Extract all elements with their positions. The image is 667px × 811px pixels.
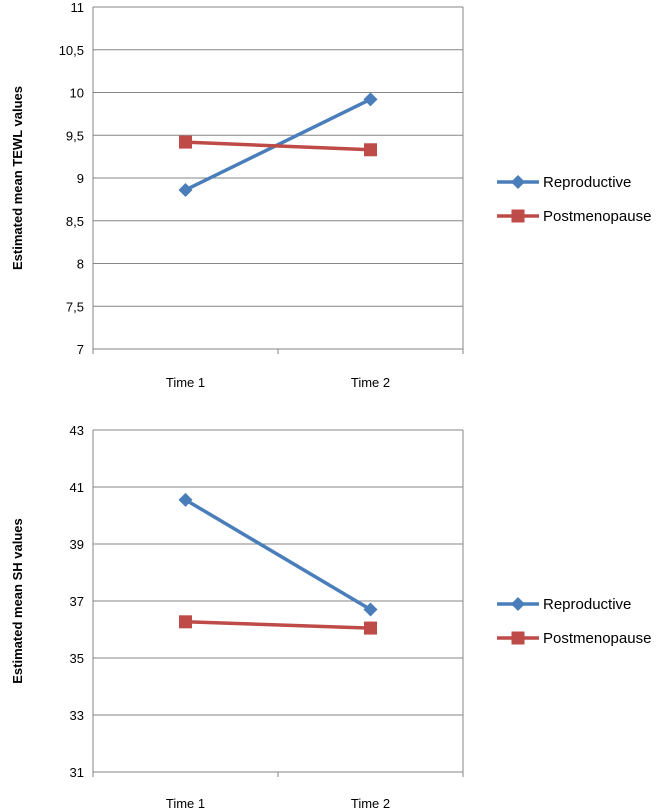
y-tick-label: 31 [70, 765, 84, 780]
x-tick-label: Time 2 [351, 375, 390, 390]
y-tick-label: 43 [70, 423, 84, 438]
data-point-reproductive [363, 92, 378, 107]
data-point-postmenopause [364, 143, 377, 157]
data-point-postmenopause [179, 615, 192, 629]
y-tick-label: 9,5 [66, 128, 84, 143]
chart-1: 7 7,5 8 8,5 9 9,5 10 10,5 11 Time 1 Time 2 Estimate… [10, 0, 651, 390]
legend-marker [511, 209, 525, 223]
y-tick-label: 8,5 [66, 214, 84, 229]
legend-marker [511, 631, 525, 645]
legend-label: Reproductive [543, 174, 631, 191]
data-point-reproductive [178, 182, 193, 197]
x-tick-label: Time 1 [166, 796, 205, 811]
series-line-postmenopause [185, 620, 371, 630]
series-line-postmenopause [185, 140, 371, 152]
y-tick-label: 7 [77, 342, 84, 357]
y-tick-label: 39 [70, 537, 84, 552]
data-point-reproductive [178, 492, 193, 507]
legend-label: Postmenopause [543, 208, 651, 225]
y-tick-label: 41 [70, 480, 84, 495]
x-tick-label: Time 1 [166, 375, 205, 390]
legend-marker [511, 175, 525, 189]
data-point-reproductive [363, 602, 378, 617]
data-point-postmenopause [179, 135, 192, 149]
y-axis-label: Estimated mean TEWL values [10, 86, 25, 270]
y-axis-label: Estimated mean SH values [10, 518, 25, 683]
y-tick-label: 11 [71, 0, 85, 15]
legend-label: Postmenopause [543, 630, 651, 647]
y-tick-label: 8 [77, 257, 84, 272]
y-tick-label: 37 [70, 594, 84, 609]
series-line-reproductive [184, 498, 372, 612]
y-tick-label: 7,5 [66, 299, 84, 314]
y-tick-label: 10,5 [59, 43, 84, 58]
chart-2: 31 33 35 37 39 41 43 Time 1 Time 2 Estimated mean… [10, 423, 651, 811]
x-tick-label: Time 2 [351, 796, 390, 811]
legend-marker [511, 597, 525, 611]
y-tick-label: 10 [70, 86, 84, 101]
y-tick-label: 35 [70, 651, 84, 666]
y-tick-label: 33 [70, 708, 84, 723]
legend-label: Reproductive [543, 596, 631, 613]
y-tick-label: 9 [77, 171, 84, 186]
data-point-postmenopause [364, 621, 377, 635]
